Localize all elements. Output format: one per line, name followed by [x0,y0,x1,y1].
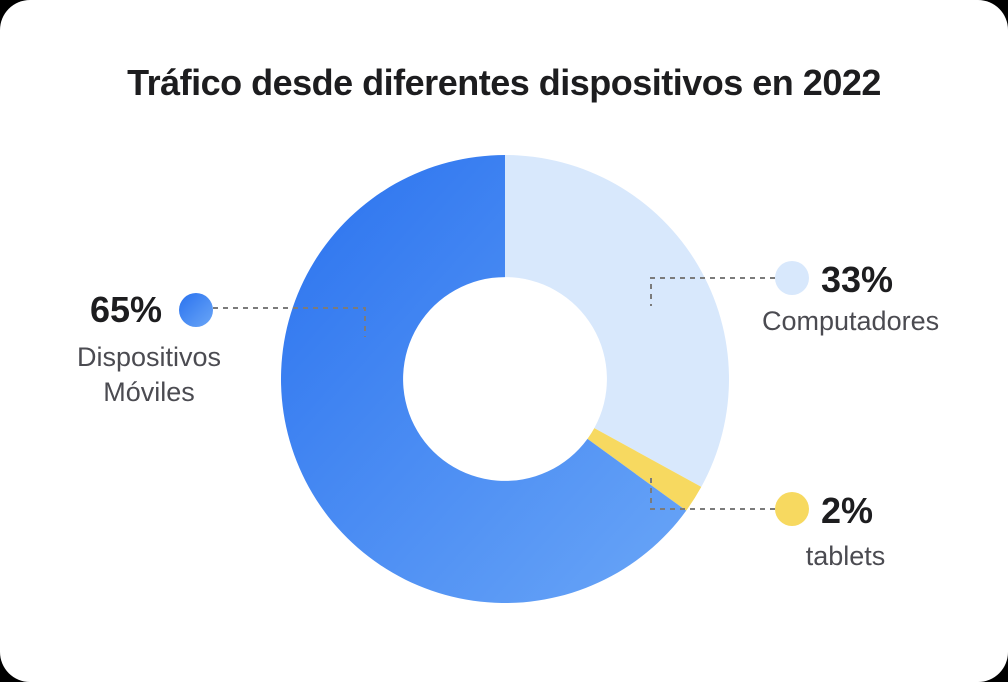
label-computadores: Computadores [762,306,940,336]
legend-dot-dispositivos-moviles [179,293,213,327]
label-dispositivos-moviles: Dispositivos Móviles [76,342,222,407]
percent-computadores: 33% [821,259,894,300]
donut-segment-tablets [587,428,702,511]
donut-segment-dispositivos-moviles [280,155,687,603]
legend-dot-tablets [775,492,809,526]
percent-tablets: 2% [821,490,874,531]
chart-title: Tráfico desde diferentes dispositivos en… [127,62,881,103]
callout-connector-computadores [650,277,775,306]
label-tablets: tablets [805,541,886,571]
percent-dispositivos-moviles: 65% [89,289,162,330]
legend-dot-computadores [775,261,809,295]
donut-segment-computadores [505,155,729,487]
callout-connector-dispositivos-moviles [213,307,366,337]
callout-connector-tablets [650,474,775,510]
